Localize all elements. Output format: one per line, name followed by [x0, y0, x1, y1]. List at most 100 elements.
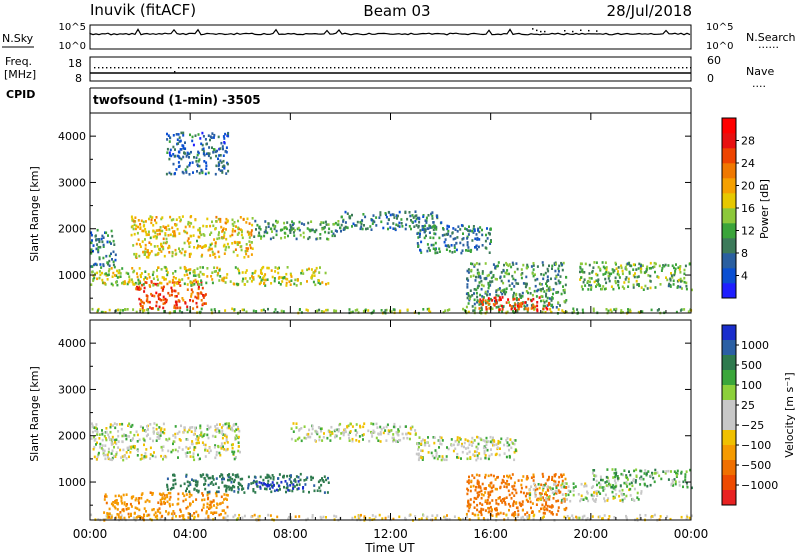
power-echo-cell: [150, 250, 153, 253]
power-echo-cell: [217, 164, 220, 168]
power-echo-cell: [172, 153, 175, 156]
velocity-echo-cell: [440, 436, 443, 440]
velocity-echo-cell: [241, 484, 243, 488]
velocity-echo-cell: [656, 471, 659, 474]
power-echo-cell: [384, 309, 387, 312]
velocity-echo-cell: [517, 509, 520, 513]
velocity-echo-cell: [204, 517, 207, 520]
velocity-echo-cell: [183, 518, 186, 521]
power-echo-cell: [579, 270, 581, 274]
velocity-echo-cell: [347, 433, 350, 436]
power-echo-cell: [244, 271, 247, 274]
velocity-frame: [89, 319, 692, 521]
power-echo-cell: [601, 287, 604, 291]
velocity-echo-cell: [560, 501, 563, 504]
velocity-echo-cell: [233, 450, 236, 454]
velocity-echo-cell: [93, 445, 96, 449]
power-echo-cell: [202, 147, 205, 151]
power-echo-cell: [557, 279, 560, 283]
velocity-echo-cell: [409, 427, 412, 430]
velocity-echo-cell: [238, 429, 241, 433]
velocity-echo-cell: [334, 434, 337, 437]
velocity-echo-cell: [129, 502, 132, 506]
velocity-echo-cell: [192, 500, 194, 503]
power-echo-cell: [405, 223, 408, 227]
power-echo-cell: [186, 288, 189, 291]
power-echo-cell: [398, 210, 401, 214]
velocity-echo-cell: [399, 425, 402, 429]
velocity-echo-cell: [113, 454, 116, 458]
velocity-echo-cell: [200, 433, 203, 436]
velocity-echo-cell: [232, 424, 235, 427]
power-echo-cell: [572, 310, 575, 313]
velocity-echo-cell: [233, 478, 236, 482]
power-echo-cell: [472, 274, 475, 278]
velocity-echo-cell: [596, 490, 598, 493]
power-echo-cell: [426, 307, 429, 311]
power-echo-cell: [487, 297, 490, 300]
power-echo-cell: [511, 261, 514, 265]
power-echo-cell: [557, 301, 560, 304]
velocity-echo-cell: [619, 484, 622, 487]
velocity-echo-cell: [123, 455, 126, 458]
power-echo-cell: [133, 232, 136, 236]
nsearch-dot: [564, 30, 566, 32]
power-echo-cell: [248, 232, 251, 235]
velocity-echo-cell: [476, 454, 479, 457]
power-echo-cell: [154, 253, 157, 257]
power-echo-cell: [620, 264, 623, 268]
velocity-echo-cell: [206, 424, 209, 428]
power-echo-cell: [471, 229, 474, 233]
velocity-echo-cell: [607, 518, 610, 521]
velocity-echo-cell: [544, 491, 547, 494]
power-echo-cell: [210, 242, 213, 246]
power-echo-cell: [189, 161, 191, 165]
velocity-echo-cell: [487, 440, 490, 443]
power-echo-cell: [104, 231, 106, 234]
nave-dot: [614, 67, 616, 69]
velocity-echo-cell: [132, 495, 135, 498]
velocity-echo-cell: [590, 486, 593, 489]
velocity-echo-cell: [560, 484, 563, 487]
power-echo-cell: [240, 233, 243, 237]
power-echo-cell: [494, 277, 497, 281]
velocity-echo-cell: [398, 429, 400, 433]
velocity-echo-cell: [484, 473, 487, 477]
velocity-echo-cell: [208, 426, 211, 430]
power-echo-cell: [199, 266, 202, 269]
power-echo-cell: [535, 295, 538, 298]
power-echo-cell: [212, 224, 215, 228]
power-echo-cell: [278, 266, 280, 270]
power-echo-cell: [517, 304, 519, 308]
velocity-echo-cell: [508, 493, 511, 497]
power-echo-cell: [156, 269, 158, 272]
power-echo-cell: [530, 265, 533, 268]
velocity-echo-cell: [625, 516, 628, 519]
velocity-echo-cell: [599, 483, 602, 486]
velocity-echo-cell: [319, 427, 322, 431]
power-echo-cell: [416, 216, 419, 220]
velocity-echo-cell: [155, 439, 158, 442]
velocity-echo-cell: [208, 451, 211, 454]
velocity-echo-cell: [184, 498, 187, 501]
velocity-echo-cell: [532, 488, 535, 491]
velocity-echo-cell: [128, 445, 131, 449]
power-echo-cell: [462, 237, 465, 240]
power-echo-cell: [503, 288, 506, 291]
power-echo-cell: [218, 279, 221, 282]
power-echo-cell: [448, 249, 451, 253]
velocity-echo-cell: [476, 503, 479, 507]
velocity-echo-cell: [123, 501, 126, 504]
velocity-echo-cell: [440, 442, 443, 446]
velocity-echo-cell: [622, 473, 624, 477]
power-echo-cell: [231, 233, 234, 237]
power-echo-cell: [209, 156, 212, 160]
velocity-echo-cell: [355, 423, 358, 426]
power-echo-cell: [456, 236, 459, 239]
velocity-echo-cell: [136, 454, 139, 457]
velocity-echo-cell: [433, 441, 436, 445]
power-echo-cell: [223, 252, 226, 255]
power-echo-cell: [101, 240, 104, 244]
velocity-echo-cell: [209, 425, 212, 429]
power-echo-cell: [605, 308, 608, 311]
